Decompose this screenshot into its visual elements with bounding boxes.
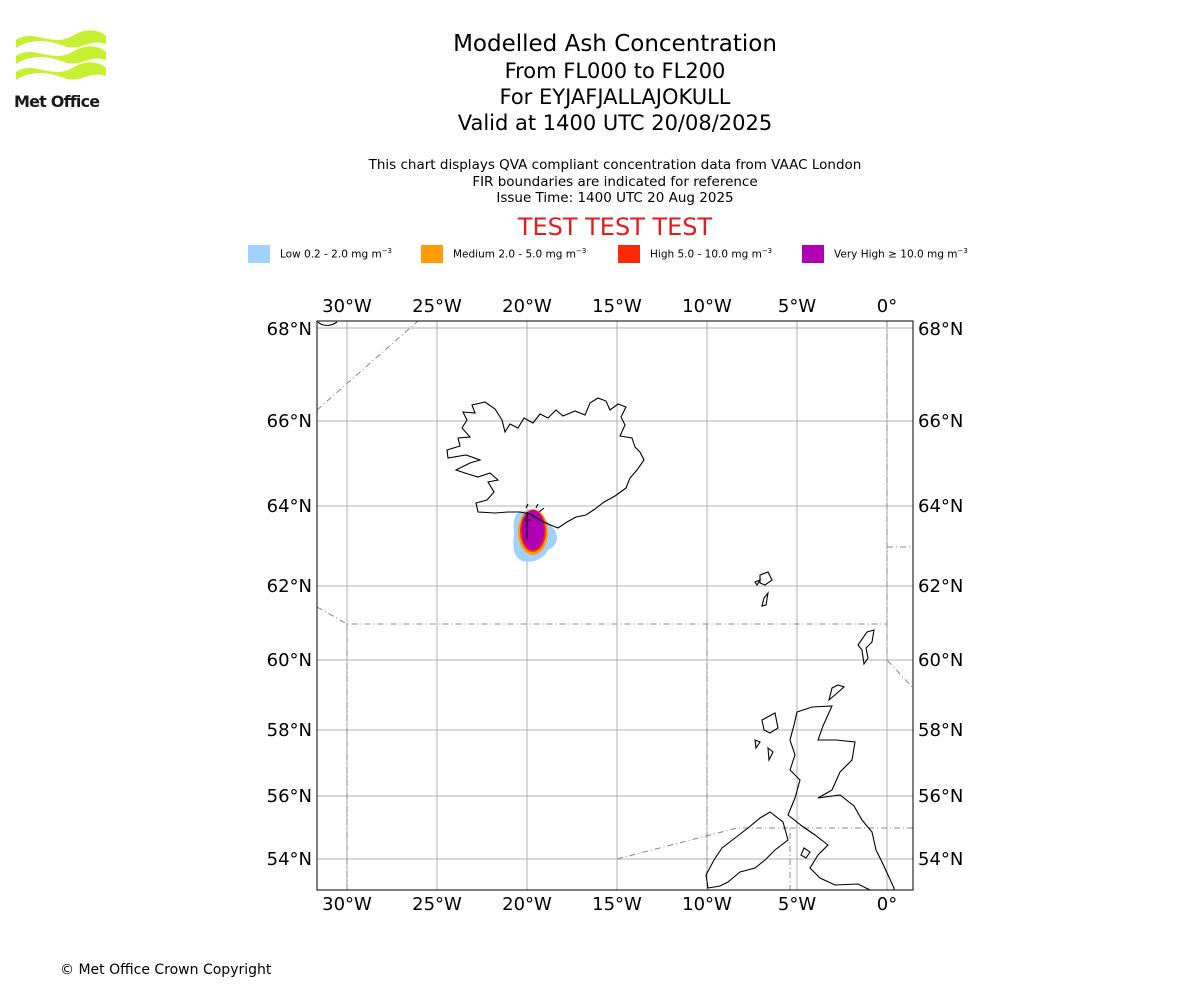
legend-label-very-high: Very High ≥ 10.0 mg m−3: [834, 247, 968, 261]
lat-label-left: 60°N: [267, 650, 312, 671]
legend-swatch-medium: [421, 245, 443, 263]
lat-label-left: 62°N: [267, 576, 312, 597]
title-line-1: Modelled Ash Concentration: [453, 31, 777, 57]
lewis-coastline: [761, 712, 779, 734]
subtitle-line-3: Issue Time: 1400 UTC 20 Aug 2025: [496, 190, 734, 206]
lat-label-left: 64°N: [267, 496, 312, 517]
met-office-wordmark: Met Office: [14, 92, 100, 111]
lat-label-right: 60°N: [918, 650, 963, 671]
lon-label-top: 10°W: [682, 296, 732, 317]
fir-boundaries: [317, 321, 913, 890]
lat-label-right: 58°N: [918, 720, 963, 741]
subtitle-line-1: This chart displays QVA compliant concen…: [368, 157, 862, 173]
lat-label-left: 66°N: [267, 411, 312, 432]
iceland-coastline: [446, 397, 645, 529]
legend-swatch-high: [618, 245, 640, 263]
met-office-logo: Met Office: [14, 30, 110, 112]
chart-title: Modelled Ash Concentration From FL000 to…: [315, 30, 915, 136]
volcano-marker-lines: [524, 503, 545, 540]
lon-label-bottom: 20°W: [502, 894, 552, 915]
lon-label-top: 30°W: [322, 296, 372, 317]
latitude-labels-right: 68°N 66°N 64°N 62°N 60°N 58°N 56°N 54°N: [918, 319, 963, 870]
faroe-islands-coastline: [754, 571, 773, 607]
lat-label-right: 62°N: [918, 576, 963, 597]
lat-label-right: 68°N: [918, 319, 963, 340]
lon-label-bottom: 15°W: [592, 894, 642, 915]
lon-label-top: 5°W: [778, 296, 816, 317]
legend-label-medium: Medium 2.0 - 5.0 mg m−3: [453, 247, 587, 261]
legend-label-high: High 5.0 - 10.0 mg m−3: [650, 247, 773, 261]
shetland-coastline: [857, 629, 875, 666]
lat-label-left: 54°N: [267, 849, 312, 870]
lon-label-bottom: 30°W: [322, 894, 372, 915]
chart-subtitle: This chart displays QVA compliant concen…: [315, 157, 915, 207]
lat-label-right: 54°N: [918, 849, 963, 870]
great-britain-coastline: [787, 705, 895, 890]
copyright-notice: © Met Office Crown Copyright: [60, 962, 272, 978]
legend-label-low: Low 0.2 - 2.0 mg m−3: [280, 247, 393, 261]
legend-item-medium: Medium 2.0 - 5.0 mg m−3: [421, 244, 586, 264]
map-frame: [316, 320, 914, 891]
orkney-coastline: [828, 684, 846, 702]
met-office-waves-icon: [16, 30, 106, 80]
title-line-3: For EYJAFJALLAJOKULL: [499, 85, 731, 109]
test-banner: TEST TEST TEST: [517, 213, 713, 241]
isle-of-man-coastline: [800, 847, 811, 859]
title-line-2: From FL000 to FL200: [504, 59, 726, 83]
fir-boundary-nw: [317, 321, 419, 411]
title-line-4: Valid at 1400 UTC 20/08/2025: [457, 111, 773, 135]
legend-item-low: Low 0.2 - 2.0 mg m−3: [248, 244, 392, 264]
coastlines: [317, 321, 895, 890]
lat-label-left: 56°N: [267, 786, 312, 807]
lon-label-top: 0°: [877, 296, 897, 317]
lon-label-top: 15°W: [592, 296, 642, 317]
legend-swatch-very-high: [802, 245, 824, 263]
subtitle-line-2: FIR boundaries are indicated for referen…: [472, 173, 758, 190]
latitude-labels-left: 68°N 66°N 64°N 62°N 60°N 58°N 56°N 54°N: [267, 319, 312, 870]
lat-label-left: 68°N: [267, 319, 312, 340]
lat-label-left: 58°N: [267, 720, 312, 741]
lon-label-bottom: 10°W: [682, 894, 732, 915]
legend-item-very-high: Very High ≥ 10.0 mg m−3: [802, 244, 968, 264]
map-background: [317, 321, 913, 890]
legend-swatch-low: [248, 245, 270, 263]
lon-label-bottom: 0°: [877, 894, 897, 915]
ireland-coastline: [705, 811, 789, 889]
lat-label-right: 64°N: [918, 496, 963, 517]
lat-label-right: 56°N: [918, 786, 963, 807]
longitude-labels-bottom: 30°W 25°W 20°W 15°W 10°W 5°W 0°: [322, 894, 897, 915]
lon-label-top: 20°W: [502, 296, 552, 317]
greenland-coastline: [317, 321, 338, 326]
hebrides-coastline: [754, 739, 774, 763]
lon-label-top: 25°W: [412, 296, 462, 317]
lon-label-bottom: 5°W: [778, 894, 816, 915]
legend-item-high: High 5.0 - 10.0 mg m−3: [618, 244, 772, 264]
lat-label-right: 66°N: [918, 411, 963, 432]
longitude-labels-top: 30°W 25°W 20°W 15°W 10°W 5°W 0°: [322, 296, 897, 317]
fir-boundary-shannon: [616, 827, 791, 890]
lon-label-bottom: 25°W: [412, 894, 462, 915]
